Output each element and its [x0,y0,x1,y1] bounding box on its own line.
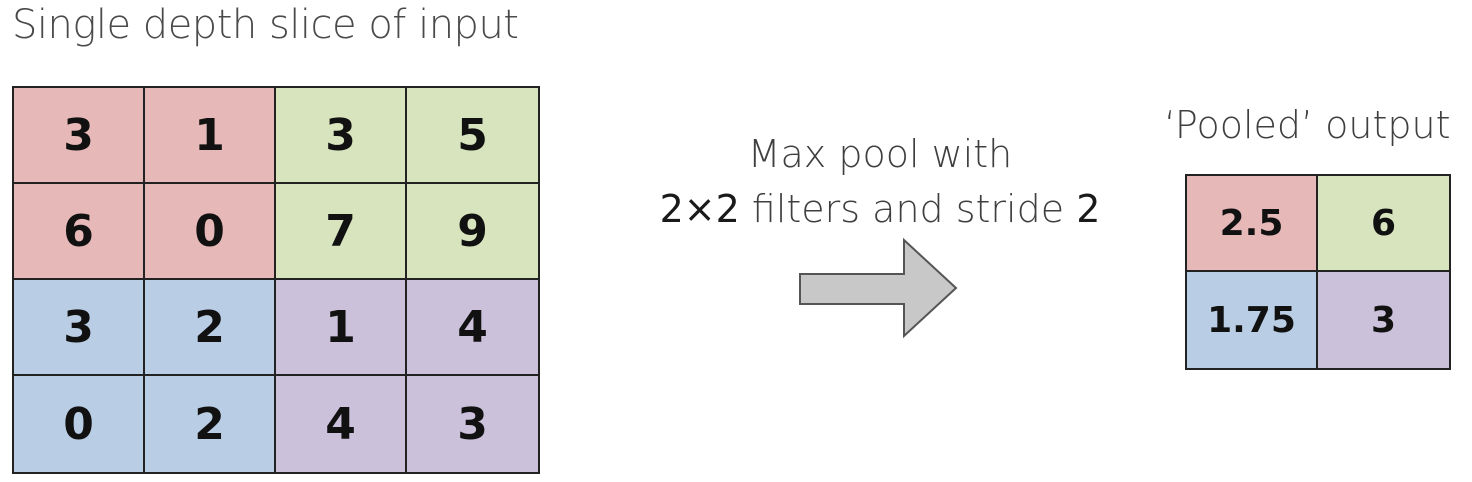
input-cell: 4 [407,280,538,376]
output-grid: 2.5 6 1.75 3 [1185,174,1451,370]
input-cell: 7 [276,184,407,280]
input-cell: 4 [276,376,407,472]
arrow-shape [799,237,958,339]
output-title: ‘Pooled’ output [1164,103,1451,147]
operation-line-2: 2×2 filters and stride 2 [620,190,1140,228]
input-cell: 1 [276,280,407,376]
input-cell: 6 [14,184,145,280]
input-cell: 5 [407,88,538,184]
filter-size-label: 2×2 [659,187,740,231]
input-cell: 0 [14,376,145,472]
input-cell: 3 [276,88,407,184]
input-cell: 3 [14,88,145,184]
stride-value: 2 [1076,187,1101,231]
operation-filters-text: filters and stride [739,187,1077,231]
input-title: Single depth slice of input [12,2,519,48]
input-cell: 3 [407,376,538,472]
output-cell: 1.75 [1187,272,1318,368]
right-arrow-icon [799,237,958,339]
input-cell: 3 [14,280,145,376]
output-cell: 2.5 [1187,176,1318,272]
input-cell: 2 [145,376,276,472]
input-cell: 9 [407,184,538,280]
input-cell: 0 [145,184,276,280]
input-grid: 3 1 3 5 6 0 7 9 3 2 1 4 0 2 4 3 [12,86,540,474]
input-cell: 2 [145,280,276,376]
output-cell: 6 [1318,176,1449,272]
output-cell: 3 [1318,272,1449,368]
operation-line-1: Max pool with [747,132,1013,176]
input-cell: 1 [145,88,276,184]
